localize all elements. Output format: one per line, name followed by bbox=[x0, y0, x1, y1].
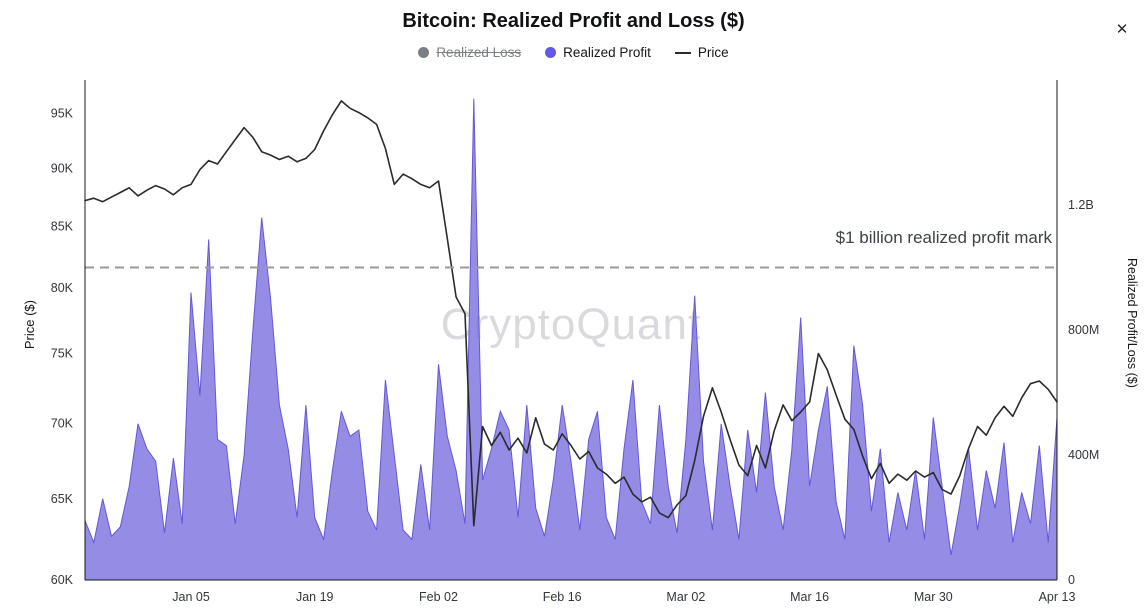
billion-profit-annotation: $1 billion realized profit mark bbox=[835, 228, 1052, 247]
date-tick-label: Apr 13 bbox=[1039, 590, 1076, 604]
date-tick-label: Jan 19 bbox=[296, 590, 334, 604]
legend-item-realized-loss[interactable]: Realized Loss bbox=[418, 45, 521, 60]
date-tick-label: Feb 16 bbox=[543, 590, 582, 604]
price-tick-label: 65K bbox=[51, 492, 74, 506]
legend-label: Price bbox=[697, 45, 729, 60]
price-tick-label: 75K bbox=[51, 347, 74, 361]
close-icon[interactable]: ✕ bbox=[1109, 16, 1135, 42]
chart-legend: Realized Loss Realized Profit Price bbox=[0, 45, 1147, 60]
left-axis-title: Price ($) bbox=[22, 300, 37, 350]
cryptoquant-watermark: CryptoQuant bbox=[440, 300, 702, 349]
right-axis-title: Realized Profit/Loss ($) bbox=[1125, 258, 1139, 388]
profit-tick-label: 0 bbox=[1068, 573, 1075, 587]
legend-item-realized-profit[interactable]: Realized Profit bbox=[545, 45, 651, 60]
chart-title: Bitcoin: Realized Profit and Loss ($) bbox=[402, 10, 745, 32]
profit-tick-label: 1.2B bbox=[1068, 198, 1094, 212]
legend-item-price[interactable]: Price bbox=[674, 45, 729, 60]
price-tick-label: 80K bbox=[51, 281, 74, 295]
date-tick-label: Feb 02 bbox=[419, 590, 458, 604]
date-tick-label: Mar 16 bbox=[790, 590, 829, 604]
realized-profit-outline bbox=[84, 98, 1058, 556]
date-tick-label: Jan 05 bbox=[172, 590, 210, 604]
profit-tick-label: 800M bbox=[1068, 323, 1099, 337]
price-tick-label: 85K bbox=[51, 220, 74, 234]
price-tick-label: 90K bbox=[51, 161, 74, 175]
price-tick-label: 70K bbox=[51, 417, 74, 431]
profit-tick-label: 400M bbox=[1068, 448, 1099, 462]
realized-profit-area bbox=[85, 98, 1057, 581]
date-tick-label: Mar 30 bbox=[914, 590, 953, 604]
dot-marker-icon bbox=[545, 47, 557, 58]
dot-marker-icon bbox=[418, 47, 430, 58]
date-tick-label: Mar 02 bbox=[666, 590, 705, 604]
legend-label: Realized Profit bbox=[563, 45, 651, 60]
line-marker-icon bbox=[674, 51, 691, 54]
price-tick-label: 95K bbox=[51, 107, 74, 121]
price-tick-label: 60K bbox=[51, 573, 74, 587]
price-line bbox=[84, 100, 1058, 527]
legend-label: Realized Loss bbox=[436, 45, 522, 60]
